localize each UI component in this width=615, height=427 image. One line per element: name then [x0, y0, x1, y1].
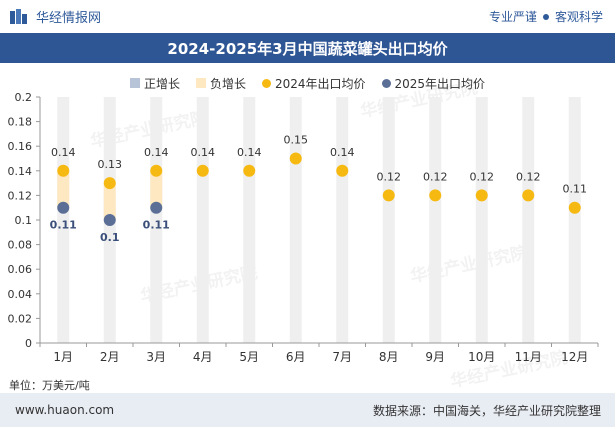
data-label-2024: 0.14	[330, 146, 355, 159]
x-tick-label: 4月	[193, 350, 213, 364]
column-background-bar	[522, 97, 535, 343]
y-tick-label: 0.14	[8, 165, 33, 178]
legend-swatch-negative	[195, 78, 206, 88]
negative-change-bar	[150, 170, 163, 208]
negative-change-bar	[103, 183, 116, 220]
column-background-bar	[336, 97, 349, 343]
legend-item-2024[interactable]: 2024年出口均价	[261, 75, 366, 92]
data-label-2024: 0.15	[284, 134, 309, 147]
data-label-2025: 0.11	[50, 219, 77, 232]
column-background-bar	[196, 97, 209, 343]
brand-logo-icon	[10, 8, 27, 24]
x-tick-label: 1月	[53, 350, 73, 364]
y-tick-label: 0.18	[8, 116, 33, 129]
negative-change-bar	[57, 170, 70, 208]
point-2024	[568, 201, 581, 214]
tagline: 专业严谨 客观科学	[489, 8, 603, 25]
y-tick-label: 0.02	[8, 312, 33, 325]
column-background-bar	[568, 97, 581, 343]
chart-title-bar: 2024-2025年3月中国蔬菜罐头出口均价	[0, 33, 615, 63]
x-tick-label: 3月	[146, 350, 166, 364]
legend-label-positive: 正增长	[143, 76, 180, 91]
x-tick-label: 9月	[425, 350, 445, 364]
y-tick-label: 0.06	[8, 263, 33, 276]
data-label-2024: 0.11	[563, 183, 588, 196]
chart-title: 2024-2025年3月中国蔬菜罐头出口均价	[167, 39, 448, 58]
x-tick-label: 5月	[239, 350, 259, 364]
point-2024	[429, 189, 442, 202]
top-bar: 华经情报网 专业严谨 客观科学	[0, 0, 615, 33]
x-tick-label: 11月	[515, 350, 542, 364]
footer-source: 数据来源：中国海关，华经产业研究院整理	[372, 403, 601, 418]
data-label-2024: 0.12	[516, 170, 541, 183]
data-label-2024: 0.14	[237, 146, 262, 159]
footer: www.huaon.com 数据来源：中国海关，华经产业研究院整理	[0, 393, 615, 427]
y-tick-label: 0	[25, 337, 32, 350]
y-tick-label: 0.1	[15, 214, 33, 227]
legend-swatch-2024	[261, 78, 271, 88]
data-label-2024: 0.12	[470, 170, 495, 183]
data-label-2024: 0.14	[51, 146, 76, 159]
y-tick-label: 0.16	[8, 140, 33, 153]
data-label-2024: 0.12	[377, 170, 402, 183]
point-2024	[150, 164, 163, 177]
chart-legend: 正增长 负增长 2024年出口均价 2025年出口均价	[0, 74, 615, 92]
legend-swatch-2025	[381, 78, 391, 88]
legend-item-2025[interactable]: 2025年出口均价	[381, 75, 486, 92]
point-2024	[57, 164, 70, 177]
legend-item-positive[interactable]: 正增长	[129, 75, 180, 92]
data-label-2025: 0.1	[100, 231, 120, 244]
x-tick-label: 2月	[100, 350, 120, 364]
point-2025	[150, 201, 163, 214]
x-tick-label: 6月	[286, 350, 306, 364]
point-2024	[382, 189, 395, 202]
point-2025	[103, 214, 116, 226]
column-background-bar	[243, 97, 256, 343]
data-label-2024: 0.14	[191, 146, 216, 159]
data-label-2024: 0.14	[144, 146, 169, 159]
unit-label: 单位：万美元/吨	[9, 379, 90, 392]
brand[interactable]: 华经情报网	[8, 7, 101, 26]
data-label-2025: 0.11	[143, 219, 170, 232]
point-2024	[522, 189, 535, 202]
legend-label-2024: 2024年出口均价	[274, 76, 366, 91]
column-background-bar	[57, 97, 70, 343]
watermark-text: 华经产业研究院	[408, 242, 529, 287]
tagline-right: 客观科学	[554, 10, 603, 24]
x-tick-label: 12月	[561, 350, 588, 364]
y-tick-label: 0.08	[8, 239, 33, 252]
legend-label-2025: 2025年出口均价	[394, 76, 486, 91]
legend-swatch-positive	[129, 78, 140, 88]
point-2024	[475, 189, 488, 202]
legend-label-negative: 负增长	[209, 76, 246, 91]
column-background-bar	[150, 97, 163, 343]
y-tick-label: 0.04	[8, 288, 33, 301]
footer-site-link[interactable]: www.huaon.com	[15, 403, 115, 417]
point-2024	[289, 152, 302, 165]
column-background-bar	[429, 97, 442, 343]
legend-item-negative[interactable]: 负增长	[195, 75, 246, 92]
x-tick-label: 8月	[379, 350, 399, 364]
watermark-text: 华经产业研究院	[448, 347, 569, 392]
column-background-bar	[475, 97, 488, 343]
data-label-2024: 0.12	[423, 170, 448, 183]
data-label-2024: 0.13	[98, 158, 123, 171]
point-2025	[57, 201, 70, 214]
brand-name: 华经情报网	[36, 11, 102, 26]
point-2024	[243, 164, 256, 177]
watermark-text: 华经产业研究院	[358, 77, 479, 122]
y-tick-label: 0.2	[15, 91, 33, 104]
x-tick-label: 7月	[332, 350, 352, 364]
x-tick-label: 10月	[468, 350, 495, 364]
column-background-bar	[382, 97, 395, 343]
point-2024	[196, 164, 209, 177]
point-2024	[336, 164, 349, 177]
tagline-dot-icon	[542, 13, 549, 20]
y-tick-label: 0.12	[8, 189, 33, 202]
point-2024	[103, 177, 116, 190]
tagline-left: 专业严谨	[488, 10, 537, 24]
